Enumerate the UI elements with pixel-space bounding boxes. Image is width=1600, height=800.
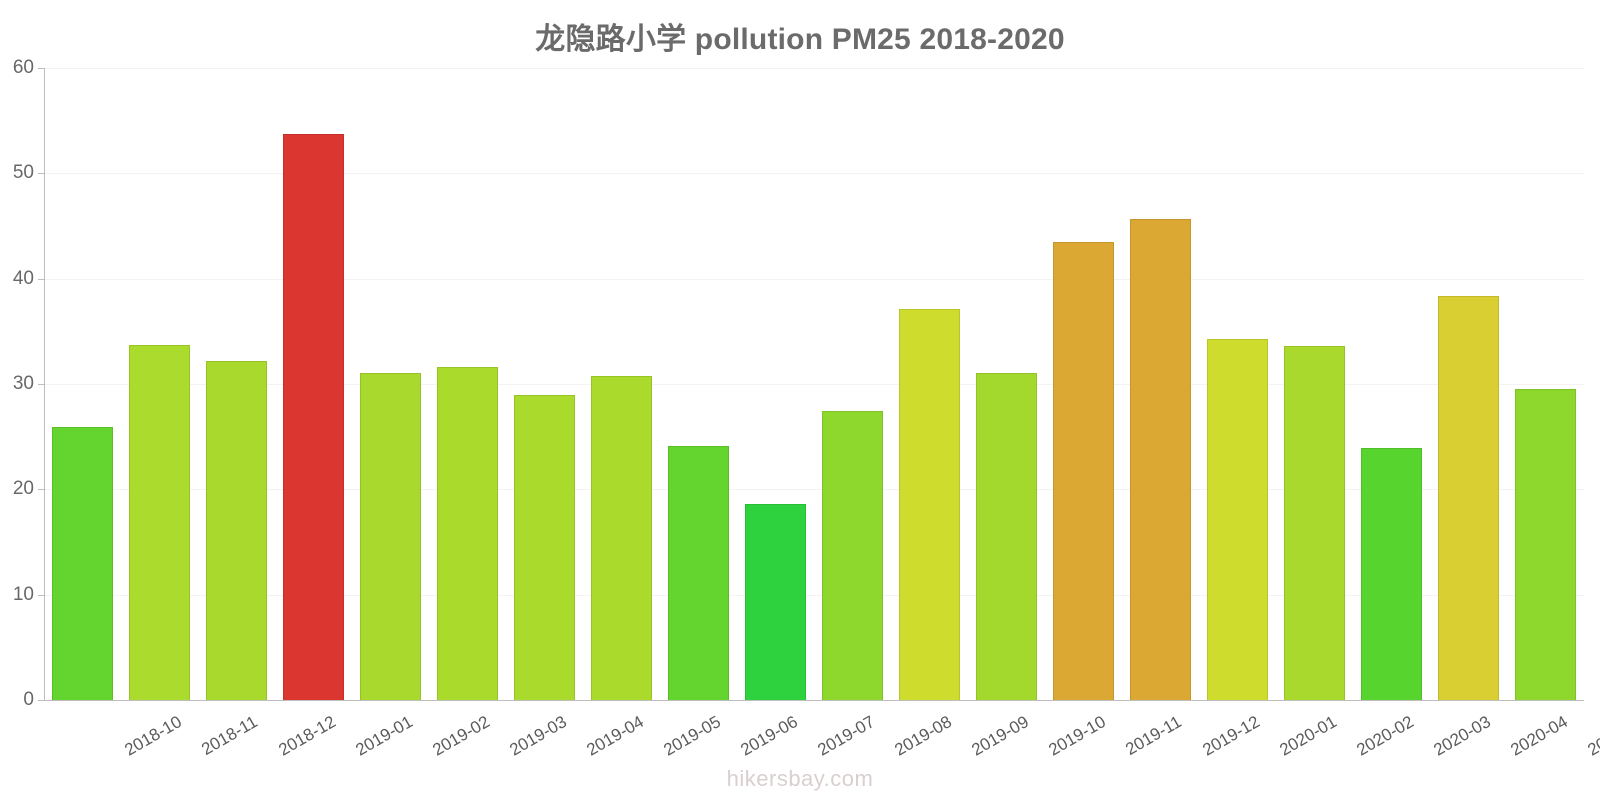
y-tick-label: 0 <box>23 689 34 710</box>
x-tick-label: 2019-05 <box>659 712 724 760</box>
bar-series <box>44 68 1584 700</box>
bar[interactable] <box>822 411 883 700</box>
y-gridline <box>44 700 1584 701</box>
x-tick-label: 2018-11 <box>197 712 261 760</box>
x-tick-label: 2020-03 <box>1429 712 1494 760</box>
bar[interactable] <box>1361 448 1422 700</box>
x-tick-label: 2018-10 <box>120 712 185 760</box>
y-gridline <box>44 278 1584 280</box>
bar[interactable] <box>1515 389 1576 700</box>
x-tick-label: 2020-05 <box>1583 712 1600 760</box>
y-tick-mark <box>38 384 45 385</box>
y-gridline <box>44 68 1584 69</box>
y-gridline <box>44 594 1584 596</box>
y-tick-mark <box>38 700 45 701</box>
y-tick-label: 10 <box>12 583 34 605</box>
x-tick-label: 2019-03 <box>505 712 570 760</box>
x-tick-label: 2019-01 <box>351 712 416 760</box>
y-tick-mark <box>38 594 45 596</box>
bar[interactable] <box>360 373 421 700</box>
y-tick-mark <box>38 278 45 280</box>
bar[interactable] <box>1053 241 1114 700</box>
x-tick-label: 2019-04 <box>582 712 647 760</box>
bar[interactable] <box>514 394 575 700</box>
bar[interactable] <box>52 427 113 700</box>
x-tick-label: 2018-12 <box>274 712 339 760</box>
bar[interactable] <box>283 134 344 700</box>
y-tick-label: 20 <box>12 478 34 500</box>
chart-title: 龙隐路小学 pollution PM25 2018-2020 <box>535 23 1065 56</box>
bar[interactable] <box>668 446 729 700</box>
y-tick-label: 60 <box>12 57 34 78</box>
x-tick-label: 2019-09 <box>967 712 1032 760</box>
bar[interactable] <box>129 345 190 700</box>
x-tick-label: 2020-01 <box>1275 712 1340 760</box>
bar[interactable] <box>591 375 652 700</box>
x-tick-label: 2019-12 <box>1198 712 1263 760</box>
bar[interactable] <box>1438 295 1499 700</box>
y-tick-mark <box>38 68 45 69</box>
x-tick-label: 2020-04 <box>1506 712 1571 760</box>
y-tick-label: 50 <box>12 162 34 184</box>
y-gridline <box>44 173 1584 175</box>
x-tick-label: 2019-06 <box>736 712 801 760</box>
bar[interactable] <box>976 373 1037 700</box>
footer-credit: hikersbay.com <box>726 766 874 791</box>
x-tick-label: 2019-02 <box>428 712 493 760</box>
x-tick-label: 2020-02 <box>1352 712 1417 760</box>
x-tick-label: 2019-11 <box>1121 712 1185 760</box>
x-tick-label: 2019-07 <box>813 712 878 760</box>
y-tick-mark <box>38 489 45 491</box>
x-tick-label: 2019-08 <box>890 712 955 760</box>
bar[interactable] <box>206 360 267 700</box>
y-gridline <box>44 384 1584 385</box>
bar[interactable] <box>1207 338 1268 700</box>
plot-area <box>44 68 1584 701</box>
y-gridline <box>44 489 1584 491</box>
bar[interactable] <box>1130 218 1191 700</box>
y-tick-label: 40 <box>12 267 34 289</box>
bar[interactable] <box>437 367 498 700</box>
bar[interactable] <box>1284 346 1345 700</box>
y-tick-mark <box>38 173 45 175</box>
bar[interactable] <box>745 504 806 700</box>
y-tick-label: 30 <box>12 373 34 394</box>
bar[interactable] <box>899 309 960 700</box>
x-tick-label: 2019-10 <box>1044 712 1109 760</box>
